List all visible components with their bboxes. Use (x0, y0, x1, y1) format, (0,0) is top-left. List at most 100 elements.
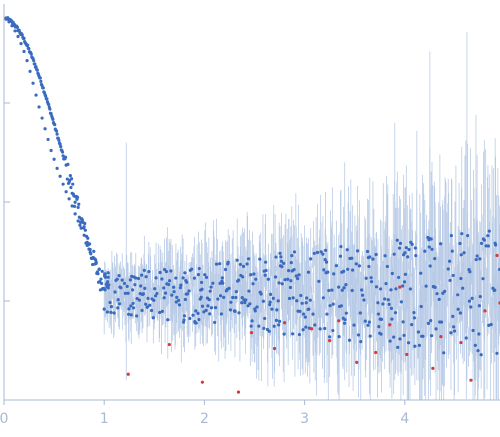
data-point (29, 52, 33, 56)
data-point (459, 253, 463, 257)
data-point (374, 285, 379, 289)
data-point (495, 351, 499, 355)
data-point (364, 276, 368, 280)
data-point (478, 257, 482, 261)
data-point (108, 300, 112, 305)
data-point (306, 270, 311, 274)
data-point (479, 353, 483, 357)
data-point (134, 276, 138, 280)
data-point (460, 232, 464, 236)
data-point (450, 249, 454, 253)
data-point (183, 297, 187, 302)
data-point (278, 319, 282, 323)
data-point (240, 301, 244, 305)
data-point (406, 341, 411, 345)
data-point (342, 321, 347, 325)
outlier-point (388, 323, 392, 327)
data-point (96, 272, 100, 276)
data-point (401, 320, 405, 324)
data-point (480, 241, 484, 245)
data-point (413, 246, 417, 250)
data-point (339, 244, 343, 249)
x-tick-label: 4 (400, 411, 409, 427)
data-point (47, 103, 51, 107)
data-point (429, 334, 434, 338)
data-point (407, 247, 411, 252)
data-point (368, 334, 372, 338)
data-point (379, 287, 383, 291)
data-point (473, 343, 477, 348)
data-point (356, 333, 361, 337)
data-point (376, 301, 380, 305)
data-point (241, 275, 245, 279)
data-point (342, 286, 346, 290)
outlier-point (431, 366, 435, 370)
x-tick-label: 2 (200, 411, 209, 427)
data-point (218, 294, 223, 298)
data-point (322, 268, 326, 272)
data-point (429, 318, 433, 323)
data-point (151, 316, 155, 320)
data-point (146, 296, 150, 300)
data-point (412, 316, 417, 320)
x-tick-label: 0 (0, 411, 8, 427)
data-point (234, 290, 238, 294)
data-point (208, 289, 212, 293)
data-point (51, 117, 55, 121)
data-point (236, 278, 241, 282)
data-point (145, 305, 150, 309)
x-tick-label: 3 (300, 411, 309, 427)
data-point (449, 331, 453, 335)
data-point (139, 284, 143, 288)
data-point (199, 295, 203, 299)
data-point (328, 335, 332, 339)
data-point (83, 221, 87, 226)
data-point (154, 294, 158, 298)
outlier-point (355, 360, 359, 364)
data-point (307, 307, 311, 311)
data-point (301, 328, 305, 332)
data-point (162, 296, 166, 300)
data-point (106, 280, 110, 284)
data-point (115, 277, 119, 281)
data-point (183, 271, 187, 275)
data-point (366, 323, 370, 327)
data-point (200, 287, 204, 291)
data-point (97, 267, 101, 271)
outlier-point (236, 390, 241, 394)
data-point (99, 281, 104, 285)
data-point (82, 233, 86, 237)
series-red-points (126, 253, 500, 394)
outlier-point (439, 335, 443, 339)
data-point (126, 312, 131, 316)
data-point (354, 262, 358, 266)
data-point (64, 190, 68, 194)
data-point (34, 93, 38, 97)
data-point (330, 288, 334, 292)
data-point (386, 298, 390, 302)
data-point (367, 264, 371, 269)
data-point (290, 254, 294, 258)
data-point (82, 225, 86, 229)
data-point (248, 302, 252, 306)
data-point (313, 323, 317, 327)
data-point (451, 273, 455, 278)
data-point (223, 267, 228, 272)
data-point (207, 297, 211, 302)
data-point (61, 154, 65, 158)
data-point (140, 273, 144, 277)
data-point (271, 296, 275, 301)
data-point (53, 123, 57, 127)
data-point (69, 185, 73, 190)
data-point (235, 258, 239, 262)
x-tick-label: 1 (100, 411, 109, 427)
outlier-point (310, 327, 314, 331)
outlier-point (200, 380, 204, 384)
data-point (403, 251, 407, 255)
data-point (280, 264, 284, 269)
data-point (177, 298, 181, 303)
data-point (218, 262, 222, 266)
data-point (196, 311, 200, 315)
data-point (112, 311, 116, 315)
